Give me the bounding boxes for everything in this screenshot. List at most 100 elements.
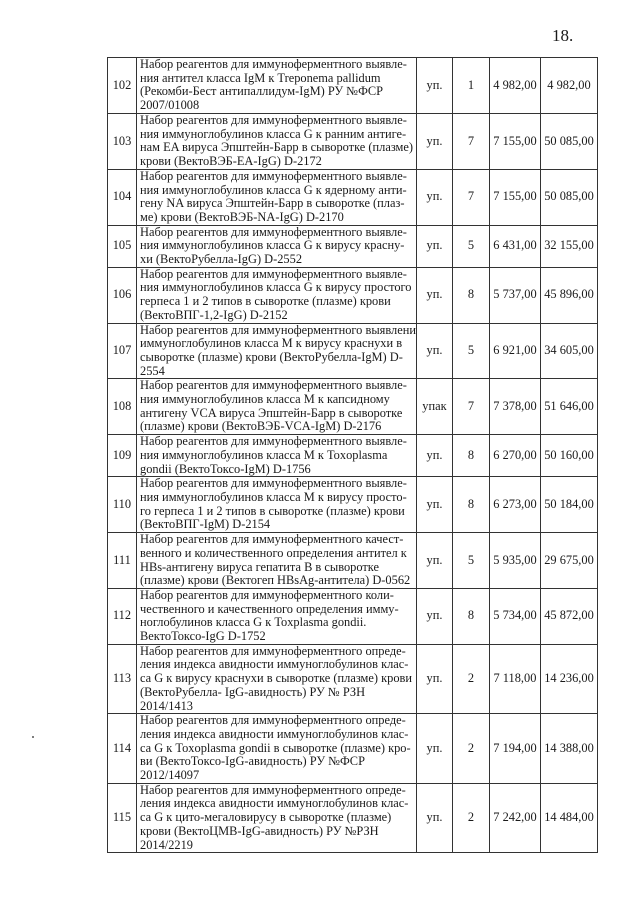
- description-line: ния иммуноглобулинов класса G к ядерному…: [140, 183, 407, 197]
- description-line: Набор реагентов для иммуноферментного оп…: [140, 783, 406, 797]
- row-number: 114: [107, 713, 137, 784]
- quantity: 5: [451, 322, 490, 380]
- item-description: Набор реагентов для иммуноферментного вы…: [136, 57, 417, 114]
- unit: уп.: [415, 587, 453, 645]
- description-line: 2007/01008: [140, 99, 200, 113]
- description-line: ния иммуноглобулинов класса G к вирусу к…: [140, 239, 405, 253]
- description-line: ВектоТоксо-IgG D-1752: [140, 630, 266, 644]
- unit-price: 4 982,00: [488, 57, 541, 114]
- unit-price: 6 273,00: [488, 476, 541, 534]
- quantity: 8: [451, 434, 490, 478]
- description-line: Набор реагентов для иммуноферментного вы…: [140, 225, 407, 239]
- unit: уп.: [415, 434, 453, 478]
- row-number: 103: [107, 113, 137, 170]
- description-line: 2554: [140, 364, 165, 378]
- total-price: 14 236,00: [539, 643, 598, 715]
- item-description: Набор реагентов для иммуноферментного вы…: [136, 378, 417, 436]
- item-description: Набор реагентов для иммуноферментного вы…: [136, 266, 417, 324]
- quantity: 5: [451, 224, 490, 268]
- quantity: 7: [451, 168, 490, 226]
- unit: уп.: [415, 224, 453, 268]
- unit-price: 5 734,00: [488, 587, 541, 645]
- description-line: чественного и качественного определения …: [140, 602, 399, 616]
- description-line: Набор реагентов для иммуноферментного вы…: [140, 379, 407, 393]
- quantity: 2: [451, 782, 490, 854]
- description-line: ния иммуноглобулинов класса М к Toxoplas…: [140, 448, 388, 462]
- row-number: 102: [107, 57, 137, 114]
- total-price: 50 184,00: [539, 476, 598, 534]
- quantity: 2: [451, 643, 490, 715]
- quantity: 7: [451, 113, 490, 170]
- item-description: Набор реагентов для иммуноферментного вы…: [136, 322, 417, 380]
- item-description: Набор реагентов для иммуноферментного вы…: [136, 434, 417, 478]
- description-line: герпеса 1 и 2 типов в сыворотке (плазме)…: [140, 295, 391, 309]
- item-description: Набор реагентов для иммуноферментного вы…: [136, 476, 417, 534]
- item-description: Набор реагентов для иммуноферментного ка…: [136, 532, 417, 589]
- description-line: (ВектоВПГ-IgM) D-2154: [140, 518, 271, 532]
- table-row: 115 Набор реагентов для иммуноферментного…: [107, 782, 598, 854]
- table-row: 112 Набор реагентов для иммуноферментного…: [107, 587, 598, 645]
- quantity: 1: [451, 57, 490, 114]
- description-line: гену NA вируса Эпштейн-Барр в сыворотке …: [140, 197, 405, 211]
- description-line: (ВектоВПГ-1,2-IgG) D-2152: [140, 308, 288, 322]
- unit-price: 7 378,00: [488, 378, 541, 436]
- table-row: 107 Набор реагентов для иммуноферментного…: [107, 322, 598, 380]
- table-row: 102 Набор реагентов для иммуноферментного…: [107, 57, 598, 114]
- item-description: Набор реагентов для иммуноферментного вы…: [136, 224, 417, 268]
- total-price: 14 484,00: [539, 782, 598, 854]
- total-price: 29 675,00: [539, 532, 598, 589]
- description-line: 2014/2219: [140, 838, 194, 852]
- item-description: Набор реагентов для иммуноферментного ко…: [136, 587, 417, 645]
- total-price: 50 085,00: [539, 168, 598, 226]
- table-row: 108 Набор реагентов для иммуноферментного…: [107, 378, 598, 436]
- description-line: крови (ВектоЦМВ-IgG-авидность) РУ №РЗН: [140, 824, 379, 838]
- total-price: 14 388,00: [539, 713, 598, 784]
- description-line: иммуноглобулинов класса М к вирусу красн…: [140, 337, 403, 351]
- item-description: Набор реагентов для иммуноферментного оп…: [136, 713, 417, 784]
- unit: уп.: [415, 168, 453, 226]
- description-line: ния иммуноглобулинов класса М к вирусу п…: [140, 490, 407, 504]
- description-line: са G к Toxoplasma gondii в сыворотке (пл…: [140, 741, 411, 755]
- unit-price: 5 935,00: [488, 532, 541, 589]
- row-number: 115: [107, 782, 137, 854]
- row-number: 110: [107, 476, 137, 534]
- description-line: ме) крови (ВектоВЭБ-NA-IgG) D-2170: [140, 210, 344, 224]
- quantity: 7: [451, 378, 490, 436]
- items-table: 102 Набор реагентов для иммуноферментного…: [107, 57, 598, 854]
- description-line: са G к вирусу краснухи в сыворотке (плаз…: [140, 672, 413, 686]
- description-line: ния иммуноглобулинов класса G к вирусу п…: [140, 281, 412, 295]
- row-number: 107: [107, 322, 137, 380]
- table-row: 106 Набор реагентов для иммуноферментного…: [107, 266, 598, 324]
- total-price: 4 982,00: [539, 57, 598, 114]
- table-row: 103 Набор реагентов для иммуноферментного…: [107, 113, 598, 170]
- unit: уп.: [415, 57, 453, 114]
- scan-speck: [32, 736, 34, 738]
- description-line: нам EA вируса Эпштейн-Барр в сыворотке (…: [140, 141, 414, 155]
- row-number: 105: [107, 224, 137, 268]
- table-row: 104 Набор реагентов для иммуноферментного…: [107, 168, 598, 226]
- description-line: (плазме) крови (ВектоВЭБ-VCA-IgM) D-2176: [140, 420, 382, 434]
- unit-price: 5 737,00: [488, 266, 541, 324]
- description-line: (ВектоРубелла- IgG-авидность) РУ № РЗН: [140, 685, 366, 699]
- row-number: 109: [107, 434, 137, 478]
- description-line: сыворотке (плазме) крови (ВектоРубелла-I…: [140, 350, 403, 364]
- unit: уп.: [415, 322, 453, 380]
- page-number: 18.: [552, 26, 574, 45]
- description-line: Набор реагентов для иммуноферментного вы…: [140, 169, 407, 183]
- description-line: 2012/14097: [140, 769, 200, 783]
- description-line: Набор реагентов для иммуноферментного ка…: [140, 533, 404, 547]
- description-line: ния антител класса IgM к Treponema palli…: [140, 71, 381, 85]
- row-number: 108: [107, 378, 137, 436]
- item-description: Набор реагентов для иммуноферментного оп…: [136, 643, 417, 715]
- total-price: 45 896,00: [539, 266, 598, 324]
- row-number: 113: [107, 643, 137, 715]
- unit: уп.: [415, 713, 453, 784]
- row-number: 104: [107, 168, 137, 226]
- unit: уп.: [415, 266, 453, 324]
- description-line: Набор реагентов для иммуноферментного вы…: [140, 323, 416, 337]
- description-line: ноглобулинов класса G к Toxplasma gondii…: [140, 616, 367, 630]
- description-line: gondii (ВектоТоксо-IgM) D-1756: [140, 462, 311, 476]
- unit-price: 7 155,00: [488, 113, 541, 170]
- total-price: 51 646,00: [539, 378, 598, 436]
- unit: уп.: [415, 782, 453, 854]
